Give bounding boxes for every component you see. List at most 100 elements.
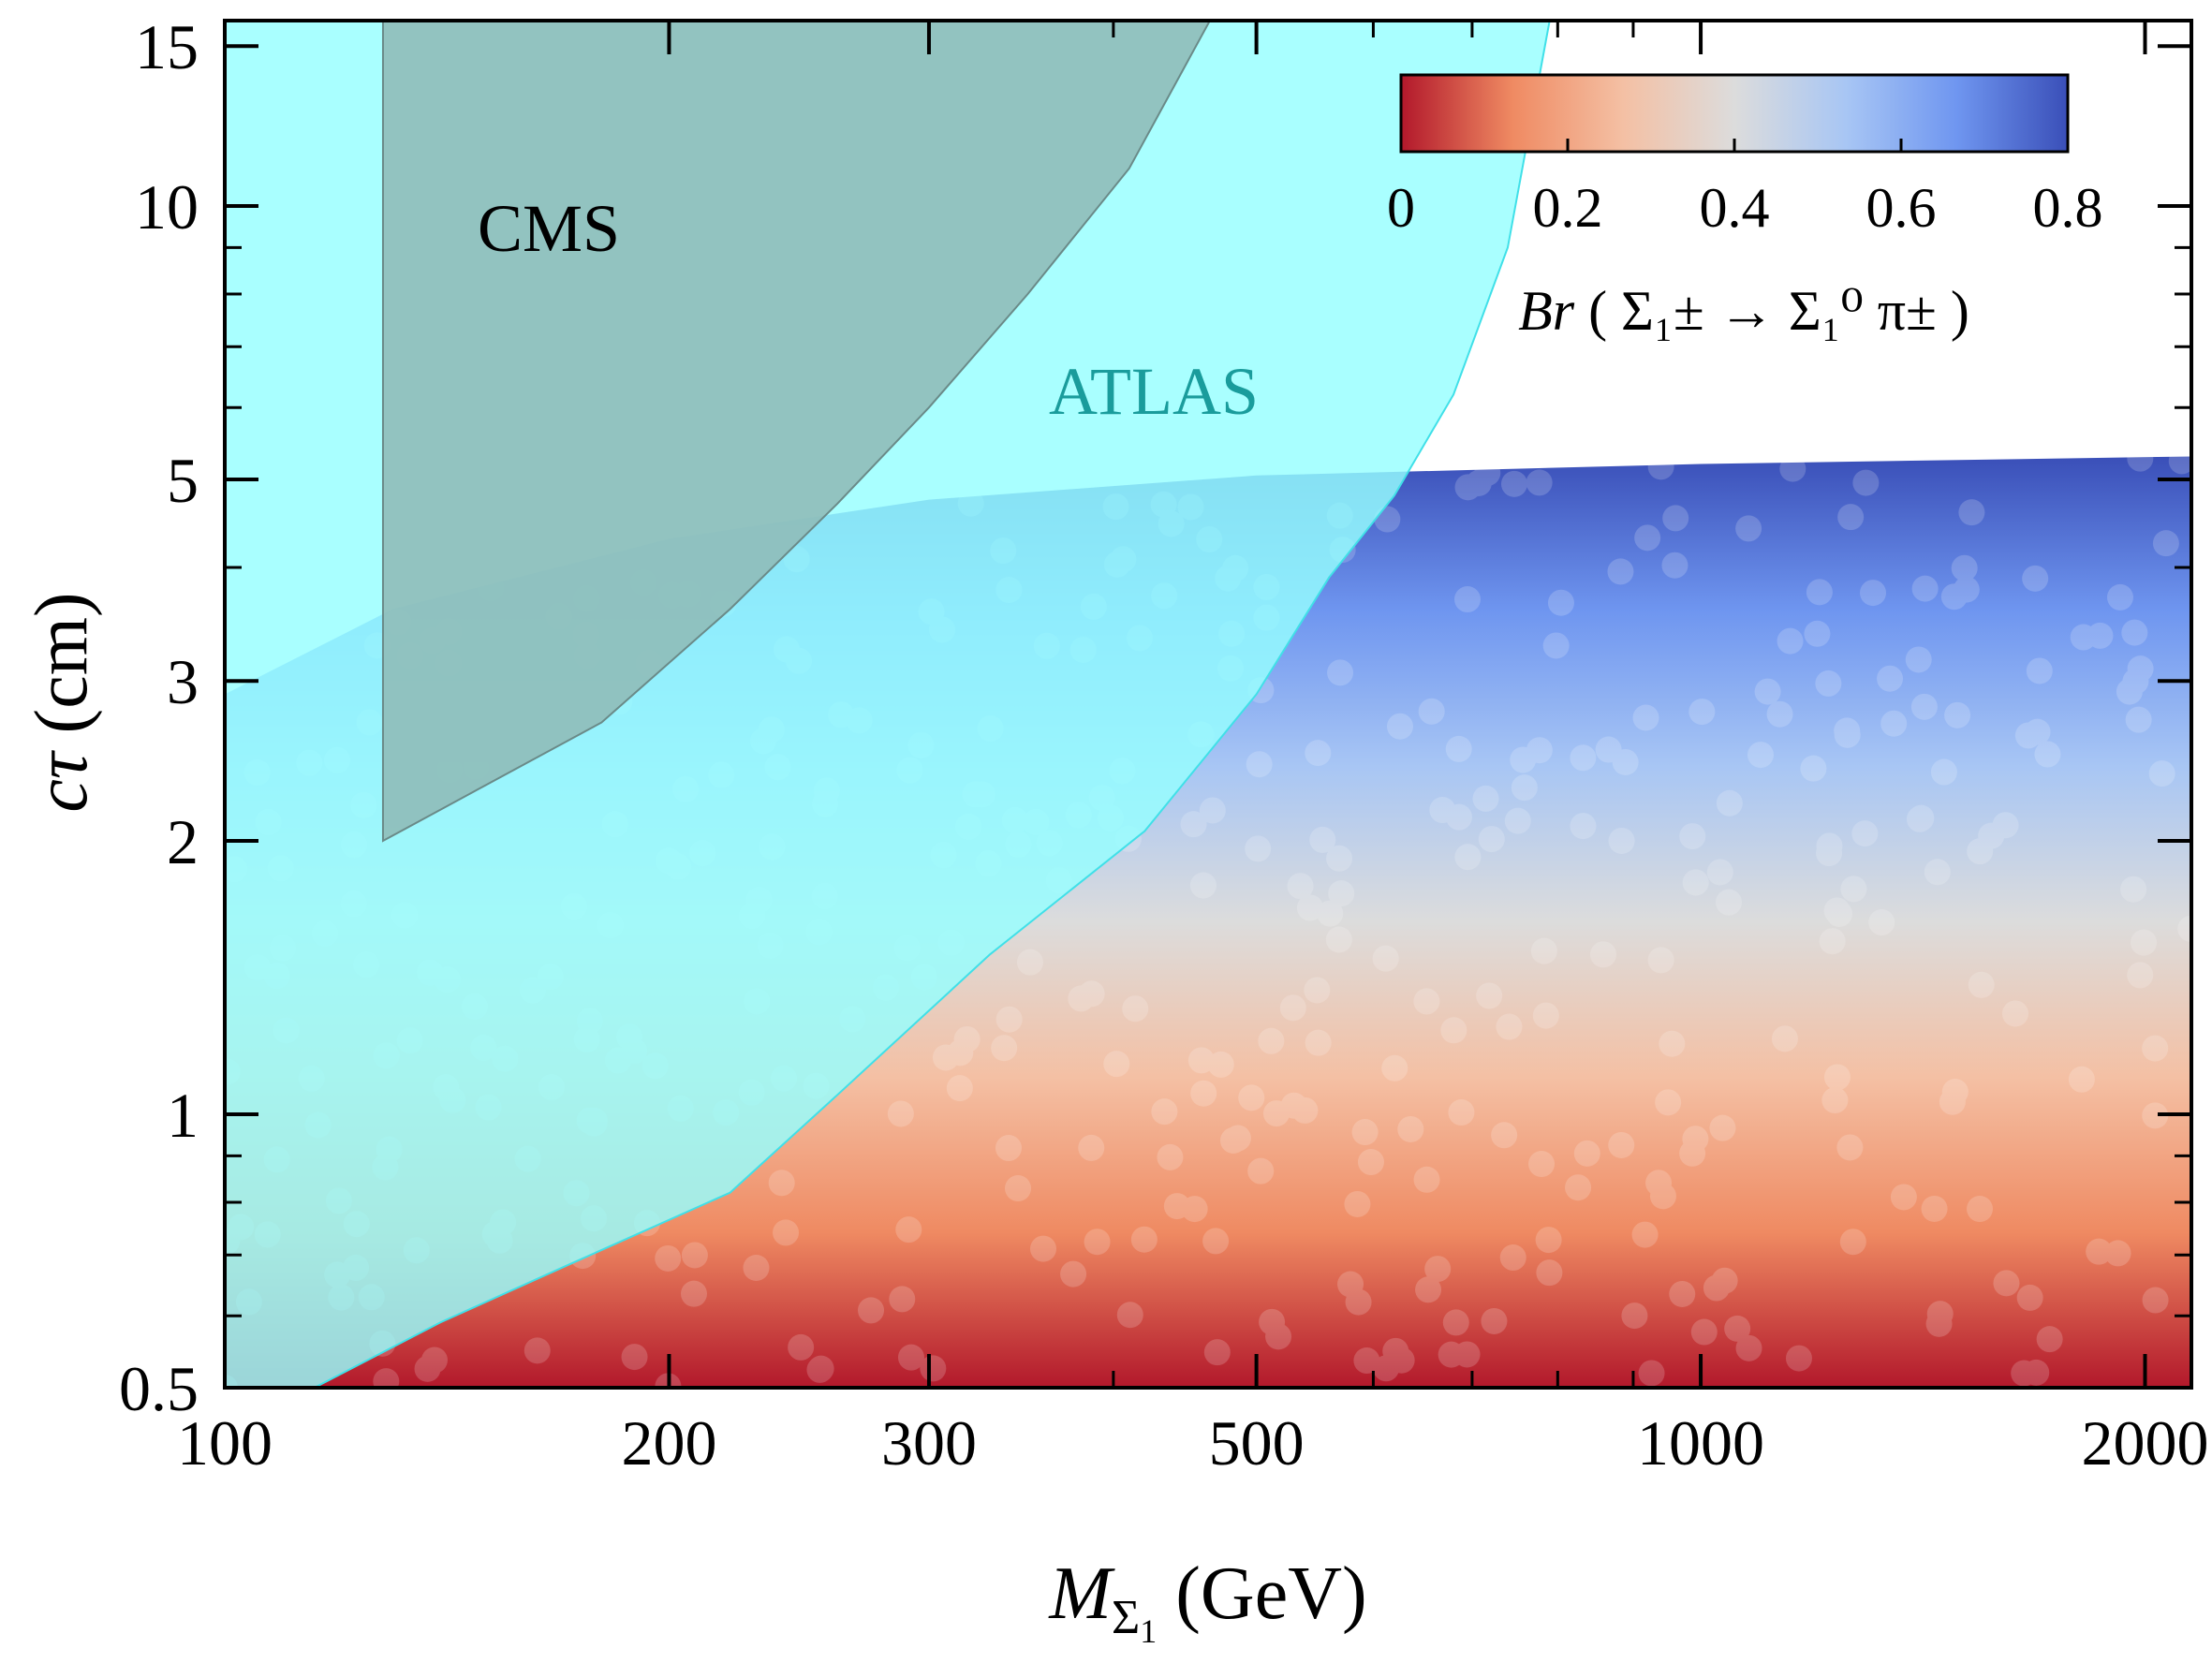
scan-point <box>1706 859 1733 886</box>
y-axis-title: cτ (cm) <box>21 592 103 812</box>
scan-point <box>1481 1307 1508 1334</box>
scan-point <box>1921 1195 1948 1222</box>
scan-point <box>1777 627 1804 655</box>
scan-point <box>889 1286 916 1313</box>
scan-point <box>920 1355 947 1382</box>
scan-point <box>1953 576 1980 603</box>
scan-point <box>414 1355 441 1382</box>
scan-point <box>1151 1098 1178 1126</box>
cms-region-label: CMS <box>478 191 620 266</box>
scan-point <box>1649 1183 1676 1210</box>
colorbar-tick-label: 0.2 <box>1533 177 1603 239</box>
x-tick-label: 1000 <box>1637 1407 1764 1479</box>
scan-point <box>2125 706 2152 733</box>
scan-point <box>1735 515 1762 542</box>
scan-point <box>2068 1066 2095 1093</box>
y-tick-label: 2 <box>167 806 199 877</box>
x-axis-title: MΣ1 (GeV) <box>1048 1553 1366 1650</box>
x-tick-label: 2000 <box>2081 1407 2208 1479</box>
scan-point <box>1647 453 1674 480</box>
scan-point <box>655 1244 682 1272</box>
scan-point <box>1716 889 1743 916</box>
scan-point <box>1454 474 1482 501</box>
scan-point <box>1823 897 1851 924</box>
x-tick-label: 500 <box>1209 1407 1305 1479</box>
scan-point <box>1573 1140 1600 1167</box>
scan-point <box>1476 982 1503 1009</box>
scan-point <box>680 1280 707 1307</box>
scan-point <box>2104 1240 2131 1267</box>
scan-point <box>2087 622 2114 649</box>
scan-point <box>1859 580 1886 607</box>
scan-point <box>2148 760 2175 787</box>
scan-point <box>1868 909 1895 936</box>
scan-point <box>2142 1102 2169 1129</box>
scan-point <box>1445 735 1472 762</box>
scan-point <box>1499 1244 1526 1272</box>
scan-point <box>1207 1051 1234 1078</box>
scan-point <box>1317 900 1344 927</box>
scan-point <box>1500 470 1527 497</box>
scan-point <box>1296 894 1323 921</box>
scan-point <box>1754 678 1781 705</box>
scan-point <box>1703 1274 1730 1302</box>
scan-point <box>1785 1345 1812 1372</box>
scan-point <box>2024 718 2051 745</box>
scan-point <box>1536 1259 1563 1287</box>
scan-point <box>1682 869 1709 896</box>
scan-point <box>1944 701 1971 728</box>
scan-point <box>1570 744 1597 772</box>
scan-point <box>1880 710 1908 737</box>
scan-point <box>1327 659 1354 686</box>
scan-point <box>1078 1134 1105 1161</box>
scan-point <box>1291 1096 1319 1124</box>
scan-point <box>1634 524 1661 552</box>
scan-point <box>1424 1256 1452 1283</box>
scan-point <box>1679 823 1706 850</box>
scan-point <box>1345 1288 1372 1316</box>
scan-point <box>1429 797 1456 824</box>
scan-point <box>1454 844 1482 871</box>
scan-point <box>2036 1326 2063 1353</box>
scan-point <box>2168 448 2191 475</box>
plot-frame <box>223 19 2193 1390</box>
scan-point <box>1279 994 1306 1022</box>
scan-point <box>2022 565 2049 592</box>
scan-point <box>1199 797 1226 824</box>
scan-point <box>806 1356 833 1383</box>
scan-point <box>1839 1229 1866 1256</box>
scan-point <box>524 1337 551 1364</box>
scan-point <box>1344 1190 1371 1217</box>
scan-point <box>1747 742 1774 769</box>
scan-point <box>1029 1235 1056 1262</box>
scan-point <box>1530 937 1557 964</box>
scan-point <box>1305 1029 1332 1056</box>
scan-point <box>1851 820 1879 847</box>
scan-point <box>1325 926 1352 953</box>
scan-point <box>1415 1276 1442 1303</box>
scan-point <box>1016 949 1043 976</box>
scan-point <box>1905 646 1932 673</box>
scan-point <box>1595 736 1622 763</box>
scan-point <box>895 1216 922 1244</box>
scan-point <box>1632 704 1659 731</box>
scan-point <box>1122 995 1149 1023</box>
scan-point <box>1930 758 1957 786</box>
scan-point <box>1711 1267 1738 1294</box>
scan-point <box>1662 505 1689 532</box>
scan-point <box>1190 1080 1217 1107</box>
scan-point <box>2127 655 2154 683</box>
scan-point <box>1259 1308 1286 1335</box>
scan-point <box>1966 1196 1993 1223</box>
scan-point <box>1305 740 1332 767</box>
scan-point <box>1565 1174 1592 1201</box>
scan-point <box>1442 1309 1469 1336</box>
scan-point <box>1906 805 1933 832</box>
scan-point <box>1690 1318 1718 1346</box>
scan-point <box>1382 1337 1409 1364</box>
scan-point <box>1816 832 1843 860</box>
scan-point <box>1826 900 1853 927</box>
scan-point <box>1877 665 1904 692</box>
scan-point <box>1766 700 1793 728</box>
scan-point <box>1612 748 1639 775</box>
